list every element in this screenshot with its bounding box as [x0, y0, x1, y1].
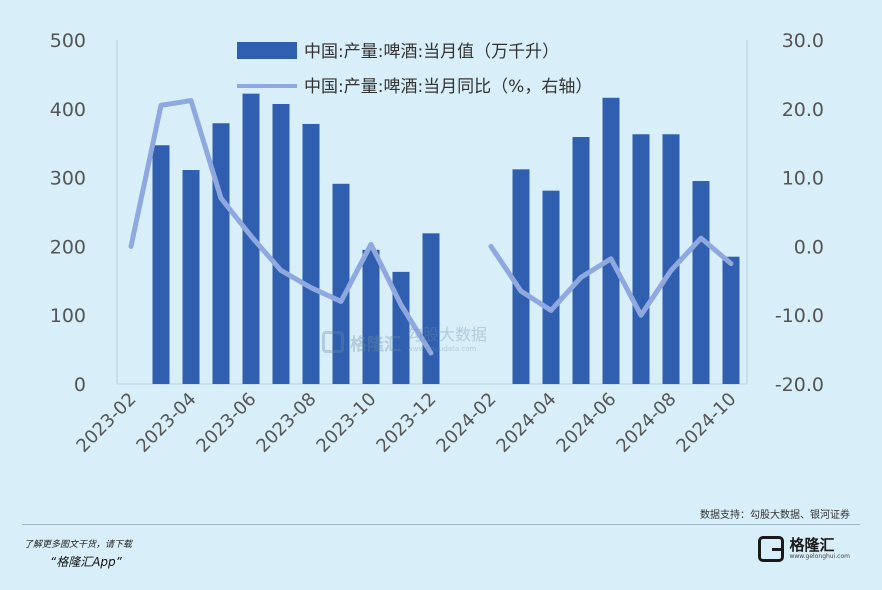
x-tick-label: 2024-08: [612, 389, 680, 457]
bar-2023-07: [272, 103, 290, 384]
line-point-2023-12: [429, 351, 433, 356]
line-series: [128, 98, 734, 356]
line-point-2024-04: [549, 308, 553, 313]
line-point-2024-10: [729, 261, 733, 266]
bar-2024-08: [662, 134, 680, 384]
promo-line-2: “格隆汇App”: [50, 555, 122, 569]
bar-2024-06: [602, 97, 620, 385]
watermark-name: 格隆汇: [350, 334, 401, 355]
x-tick-label: 2024-06: [552, 389, 620, 457]
right-tick-label: 0.0: [794, 236, 824, 258]
source-note: 数据支持：勾股大数据、银河证券: [700, 510, 850, 521]
chart: 0 100 200 300 400 500 -20.0 -10.0 0.0 10.0 20.0 30…: [50, 30, 824, 457]
bar-2024-07: [632, 134, 650, 384]
bar-2023-08: [302, 123, 320, 384]
bar-2024-03: [512, 169, 530, 384]
bar-2023-05: [212, 123, 230, 385]
bar-2024-04: [542, 190, 560, 384]
x-tick-label: 2024-02: [432, 389, 500, 457]
bar-series: [152, 93, 740, 385]
x-tick-label: 2023-04: [132, 389, 200, 457]
bar-2023-04: [182, 170, 200, 384]
x-tick-label: 2023-08: [252, 389, 320, 457]
bar-2023-12: [422, 233, 440, 384]
line-point-2023-07: [279, 268, 283, 273]
line-point-2024-03: [519, 289, 523, 294]
x-tick-label: 2023-12: [372, 389, 440, 457]
line-point-2024-06: [609, 256, 613, 261]
right-tick-label: 20.0: [782, 99, 824, 121]
line-point-2024-05: [579, 275, 583, 280]
bar-2024-05: [572, 137, 590, 384]
line-point-2024-02: [489, 244, 493, 249]
line-point-2023-03: [159, 103, 163, 108]
line-point-2023-10: [369, 242, 373, 247]
brand-logo-name: 格隆汇: [789, 536, 835, 554]
brand-logo-icon: [758, 536, 785, 562]
line-point-2023-11: [399, 302, 403, 307]
line-point-2023-04: [189, 98, 193, 103]
x-tick-label: 2024-04: [492, 389, 560, 457]
watermark-logo-icon: [322, 331, 344, 353]
x-tick-label: 2023-06: [192, 389, 260, 457]
line-point-2023-02: [129, 244, 133, 249]
bar-2023-09: [332, 183, 350, 384]
line-point-2023-05: [219, 196, 223, 201]
left-tick-label: 500: [50, 30, 86, 52]
left-tick-label: 400: [50, 99, 86, 121]
left-tick-label: 0: [74, 374, 86, 396]
line-point-2023-08: [309, 285, 313, 290]
x-axis: 2023-022023-042023-062023-082023-102023-…: [72, 389, 740, 457]
left-axis: 0 100 200 300 400 500: [50, 30, 86, 396]
line-point-2024-07: [639, 313, 643, 318]
line-point-2023-09: [339, 299, 343, 304]
brand-logo: 格隆汇 www.gelonghui.com: [758, 536, 850, 562]
x-tick-label: 2023-02: [72, 389, 140, 457]
right-tick-label: -20.0: [775, 374, 824, 396]
watermark-url: www.gogudata.com: [407, 345, 477, 353]
right-tick-label: 30.0: [782, 30, 824, 52]
x-tick-label: 2024-10: [672, 389, 740, 457]
bar-2024-09: [692, 181, 710, 384]
left-tick-label: 300: [50, 168, 86, 190]
left-tick-label: 100: [50, 305, 86, 327]
watermark: 格隆汇 勾股大数据 www.gogudata.com: [322, 325, 488, 356]
right-tick-label: 10.0: [782, 168, 824, 190]
legend-bar-label: 中国:产量:啤酒:当月值（万千升）: [304, 42, 559, 62]
footer-divider: [22, 524, 860, 525]
legend-bar-swatch: [237, 42, 297, 59]
right-axis: -20.0 -10.0 0.0 10.0 20.0 30.0: [775, 30, 824, 396]
bar-2024-10: [722, 256, 740, 384]
line-point-2024-09: [699, 236, 703, 241]
promo-line-1: 了解更多图文干货，请下载: [24, 540, 133, 550]
legend-line-label: 中国:产量:啤酒:当月同比（%，右轴）: [304, 77, 592, 97]
left-tick-label: 200: [50, 236, 86, 258]
x-tick-label: 2023-10: [312, 389, 380, 457]
line-point-2024-08: [669, 268, 673, 273]
brand-logo-url: www.gelonghui.com: [789, 553, 850, 560]
right-tick-label: -10.0: [775, 305, 824, 327]
legend: 中国:产量:啤酒:当月值（万千升） 中国:产量:啤酒:当月同比（%，右轴）: [237, 42, 592, 97]
line-point-2023-06: [249, 234, 253, 239]
watermark-sub: 勾股大数据: [407, 325, 488, 344]
bar-2023-03: [152, 145, 170, 384]
bar-2023-10: [362, 249, 380, 384]
